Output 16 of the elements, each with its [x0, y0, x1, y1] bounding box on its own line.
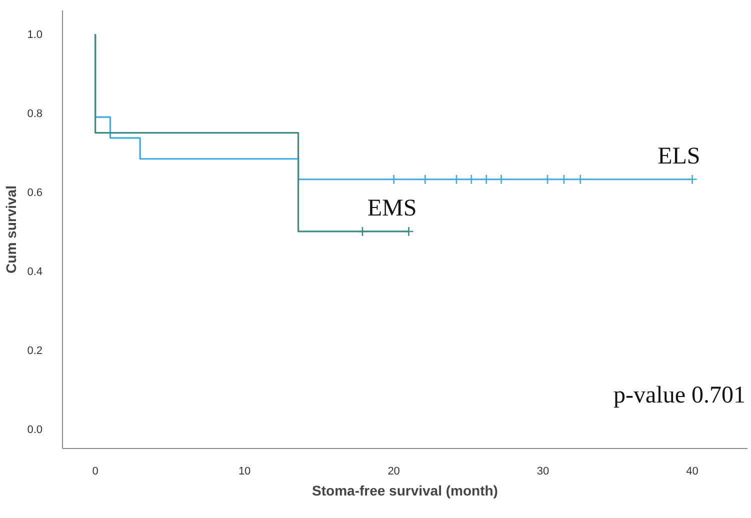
y-tick-label: 0.6: [27, 187, 43, 200]
series-label: ELS: [658, 143, 700, 170]
y-tick-label: 1.0: [27, 29, 43, 42]
y-tick-label: 0.0: [27, 424, 43, 436]
y-tick-label: 0.8: [27, 108, 43, 120]
x-tick-label: 40: [686, 466, 698, 478]
series-label: EMS: [367, 195, 417, 222]
x-tick-label: 0: [92, 466, 98, 478]
x-tick-label: 30: [536, 466, 550, 478]
y-tick-label: 0.2: [27, 344, 43, 357]
x-tick-label: 20: [388, 466, 400, 478]
y-axis-title: Cum survival: [3, 186, 20, 274]
y-tick-label: 0.4: [27, 266, 43, 278]
x-axis-title: Stoma-free survival (month): [312, 482, 498, 498]
x-tick-label: 10: [238, 466, 251, 478]
annotation: p-value 0.701: [614, 382, 746, 408]
